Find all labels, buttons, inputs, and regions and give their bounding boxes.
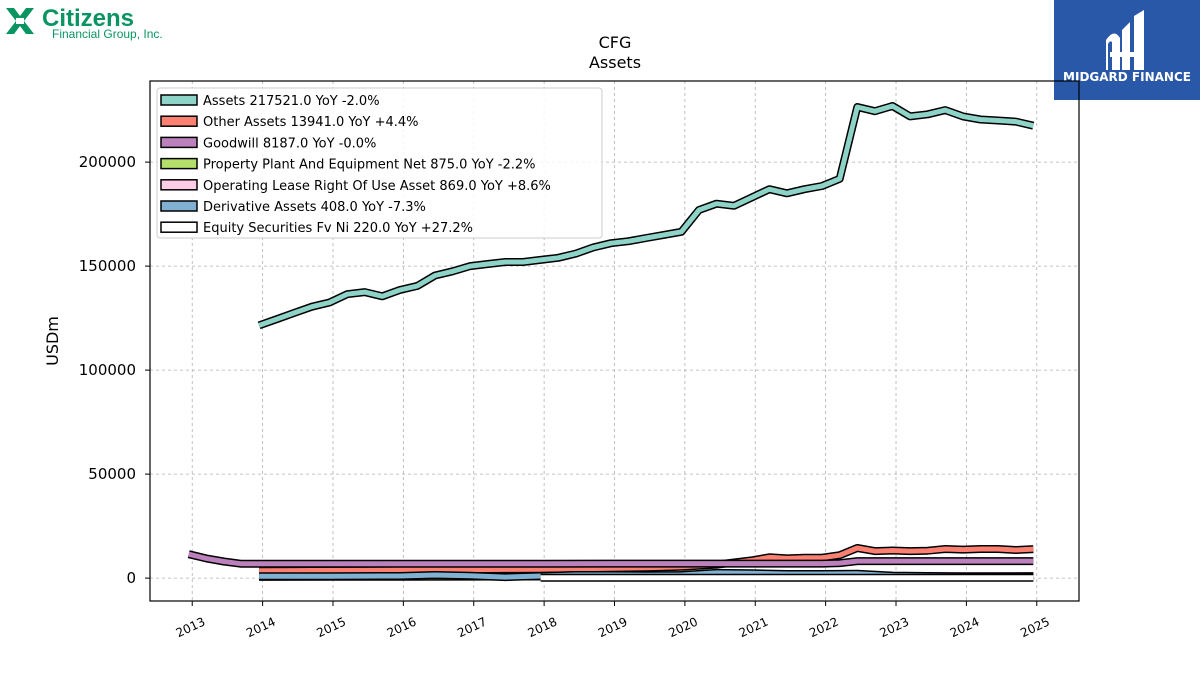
x-tick-label: 2021 — [737, 615, 771, 641]
legend-entry: Property Plant And Equipment Net 875.0 Y… — [203, 158, 536, 173]
legend-entry: Goodwill 8187.0 YoY -0.0% — [203, 136, 376, 151]
x-tick-label: 2020 — [666, 615, 700, 641]
legend-box — [156, 87, 603, 239]
series-other-assets — [259, 544, 1034, 575]
x-tick-label: 2023 — [878, 615, 912, 641]
legend-swatch — [160, 179, 198, 191]
chart-title: CFG — [599, 33, 632, 52]
midgard-logo: MIDGARD FINANCE — [1054, 0, 1200, 100]
legend-swatch — [160, 157, 198, 170]
legend-swatch — [160, 115, 198, 127]
legend-entry: Assets 217521.0 YoY -2.0% — [203, 94, 380, 109]
y-axis: 0 50000 100000 150000 200000 — [79, 153, 150, 587]
x-tick-label: 2022 — [807, 615, 841, 641]
y-tick-label: 150000 — [79, 257, 136, 275]
x-tick-label: 2013 — [174, 615, 208, 641]
x-tick-label: 2015 — [314, 615, 348, 641]
series-lines — [187, 102, 1035, 582]
y-tick-label: 50000 — [88, 465, 136, 483]
x-axis: 2013 2014 2015 2016 2017 2018 2019 2020 2021 2022… — [174, 601, 1052, 640]
chart-subtitle: Assets — [589, 53, 641, 72]
citizens-mark-icon — [6, 8, 34, 34]
y-axis-label: USDm — [43, 316, 62, 366]
y-tick-label: 100000 — [79, 361, 136, 379]
series-line — [188, 551, 1034, 567]
x-tick-label: 2025 — [1018, 615, 1052, 641]
series-assets — [257, 102, 1035, 330]
x-tick-label: 2018 — [526, 615, 560, 641]
series-goodwill — [187, 550, 1034, 568]
x-tick-label: 2019 — [596, 615, 630, 641]
y-tick-label: 0 — [126, 569, 136, 587]
x-tick-label: 2014 — [244, 615, 278, 641]
legend: Assets 217521.0 YoY -2.0% Other Assets 13… — [156, 87, 603, 239]
citizens-logo-graphic: Citizens Financial Group, Inc. — [6, 5, 163, 41]
midgard-logo-graphic: MIDGARD FINANCE — [1063, 10, 1191, 84]
legend-swatch — [160, 221, 198, 233]
series-line — [258, 103, 1034, 328]
legend-entry: Derivative Assets 408.0 YoY -7.3% — [203, 200, 426, 215]
legend-entry: Other Assets 13941.0 YoY +4.4% — [203, 115, 419, 130]
company-name: Citizens — [42, 5, 134, 32]
citizens-logo: Citizens Financial Group, Inc. — [4, 4, 194, 44]
legend-swatch — [160, 94, 198, 106]
midgard-mark-icon — [1106, 10, 1144, 70]
x-tick-label: 2016 — [385, 615, 419, 641]
legend-entry: Operating Lease Right Of Use Asset 869.0… — [203, 179, 551, 194]
legend-swatch — [160, 200, 198, 212]
series-line — [259, 545, 1034, 574]
x-tick-label: 2024 — [948, 615, 982, 641]
x-tick-label: 2017 — [455, 615, 489, 641]
legend-entry: Equity Securities Fv Ni 220.0 YoY +27.2% — [203, 221, 473, 236]
company-subtitle: Financial Group, Inc. — [52, 27, 163, 41]
y-tick-label: 200000 — [79, 153, 136, 171]
legend-swatch — [160, 136, 198, 149]
partner-name: MIDGARD FINANCE — [1063, 70, 1191, 84]
